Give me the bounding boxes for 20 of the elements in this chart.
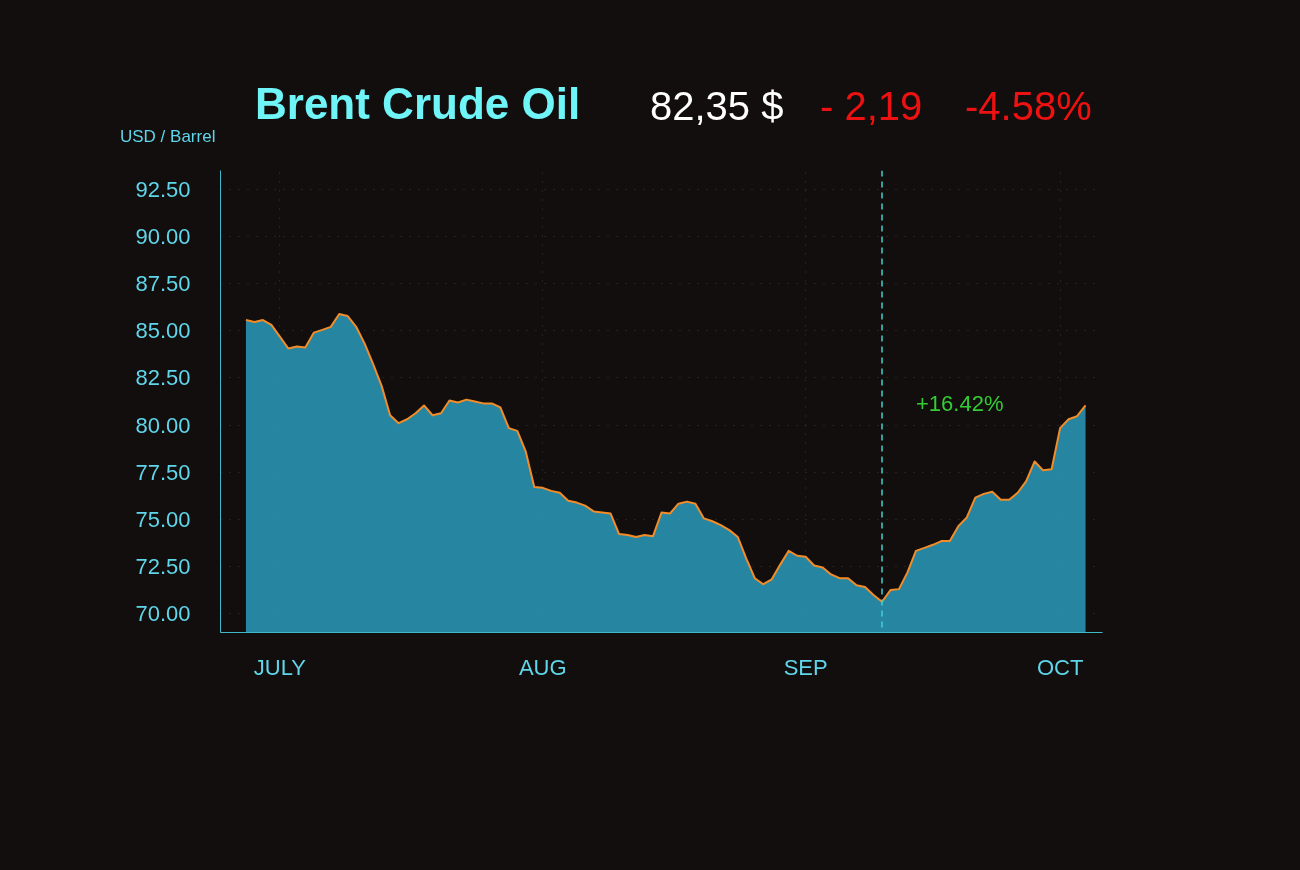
y-tick-label: 87.50 xyxy=(135,271,191,297)
y-tick-label: 82.50 xyxy=(135,365,191,391)
text: -4.58% xyxy=(965,84,1092,128)
y-tick-label: 77.50 xyxy=(135,459,191,485)
y-tick-label: 92.50 xyxy=(135,176,191,202)
x-tick-label: AUG xyxy=(518,654,567,680)
text: - 2,19 xyxy=(820,84,923,128)
x-tick-label: SEP xyxy=(783,654,828,680)
chart-title: Brent Crude Oil xyxy=(255,79,581,128)
x-tick-label: OCT xyxy=(1036,654,1084,680)
y-tick-label: 70.00 xyxy=(135,601,191,627)
text: 82,35 $ xyxy=(650,84,784,128)
y-tick-label: 85.00 xyxy=(135,318,191,344)
annotation: +16.42% xyxy=(916,390,1004,416)
y-tick-label: 90.00 xyxy=(135,224,191,249)
y-axis-title: USD / Barrel xyxy=(120,127,216,146)
y-tick-label: 75.00 xyxy=(135,506,191,532)
x-tick-label: JULY xyxy=(253,654,307,680)
y-tick-label: 80.00 xyxy=(135,412,191,438)
y-tick-label: 72.50 xyxy=(135,554,191,579)
